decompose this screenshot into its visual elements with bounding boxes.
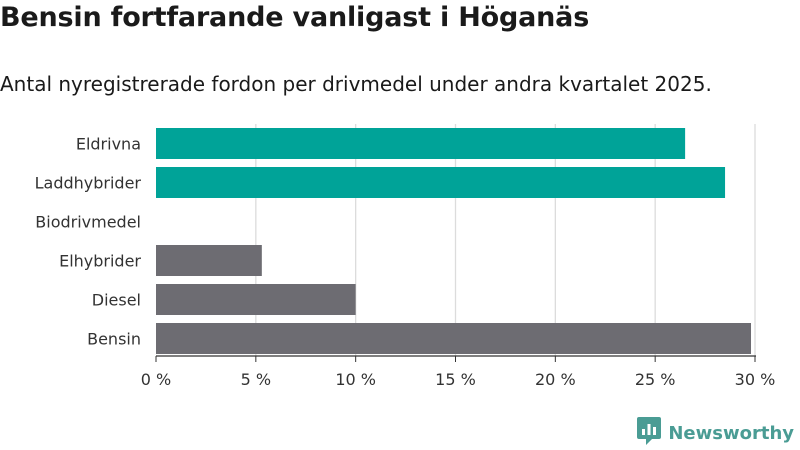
x-tick-label: 0 % bbox=[141, 370, 171, 389]
category-label: Biodrivmedel bbox=[35, 213, 141, 232]
chart-title: Bensin fortfarande vanligast i Höganäs bbox=[0, 2, 590, 33]
category-label: Bensin bbox=[87, 330, 141, 349]
grid-lines bbox=[255, 124, 756, 356]
newsworthy-brand: Newsworthy bbox=[636, 416, 794, 450]
category-label: Eldrivna bbox=[76, 135, 141, 154]
x-tick-label: 10 % bbox=[335, 370, 376, 389]
category-labels: Eldrivna Laddhybrider Biodrivmedel Elhybrid… bbox=[35, 135, 142, 349]
bars bbox=[156, 128, 752, 354]
category-label: Elhybrider bbox=[59, 252, 141, 271]
newsworthy-logo-icon bbox=[636, 416, 662, 450]
x-tick-label: 15 % bbox=[435, 370, 476, 389]
x-tick-label: 5 % bbox=[241, 370, 271, 389]
category-label: Diesel bbox=[92, 291, 141, 310]
bar bbox=[156, 245, 262, 276]
bar bbox=[156, 128, 686, 159]
bar bbox=[156, 284, 356, 315]
x-axis-ticks: 0 % 5 % 10 % 15 % 20 % 25 % 30 % bbox=[141, 356, 776, 389]
chart-subtitle: Antal nyregistrerade fordon per drivmede… bbox=[0, 72, 712, 96]
x-tick-label: 25 % bbox=[635, 370, 676, 389]
x-tick-label: 30 % bbox=[735, 370, 776, 389]
x-tick-label: 20 % bbox=[535, 370, 576, 389]
bar bbox=[156, 323, 752, 354]
bar bbox=[156, 167, 726, 198]
newsworthy-brand-name: Newsworthy bbox=[668, 422, 794, 444]
category-label: Laddhybrider bbox=[35, 174, 142, 193]
